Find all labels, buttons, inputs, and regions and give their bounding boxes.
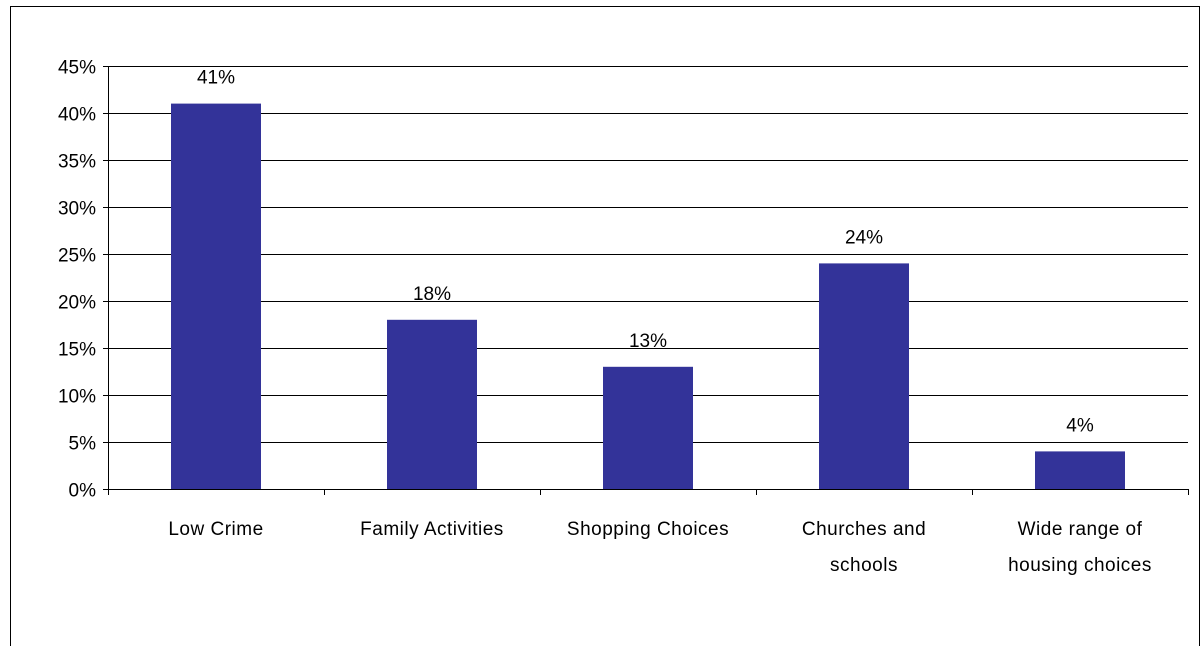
chart-border [10,6,1200,646]
category-label: Churches and [802,519,926,540]
bar [603,366,693,489]
y-tick-label: 20% [58,293,96,314]
category-label: Wide range of [1018,519,1143,540]
bar [387,319,477,489]
category-label: Family Activities [360,519,504,540]
labels: 0% 5% 10% 15% 20% 25% 30% 35% 40% 45% 41% Low Crime… [58,58,1152,577]
y-tick-label: 45% [58,58,96,79]
y-tick-label: 30% [58,199,96,220]
data-label: 41% [197,68,235,89]
y-tick-label: 0% [69,481,97,502]
category-label: housing choices [1008,555,1152,576]
bars [171,103,1125,489]
data-label: 24% [845,227,883,248]
category-label: Shopping Choices [567,519,729,540]
y-tick-label: 15% [58,340,96,361]
data-label: 18% [413,284,451,305]
bar [171,103,261,489]
bar-chart: 0% 5% 10% 15% 20% 25% 30% 35% 40% 45% 41% Low Crime… [58,58,1189,577]
category-label: Low Crime [168,519,263,540]
y-tick-label: 10% [58,387,96,408]
y-tick-label: 5% [69,434,97,455]
y-tick-label: 40% [58,105,96,126]
y-tick-label: 35% [58,152,96,173]
category-label: schools [830,555,898,576]
data-label: 4% [1066,415,1094,436]
bar [819,263,909,489]
y-tick-label: 25% [58,246,96,267]
bar [1035,451,1125,489]
data-label: 13% [629,331,667,352]
axes [103,66,1189,495]
gridlines [108,66,1188,443]
